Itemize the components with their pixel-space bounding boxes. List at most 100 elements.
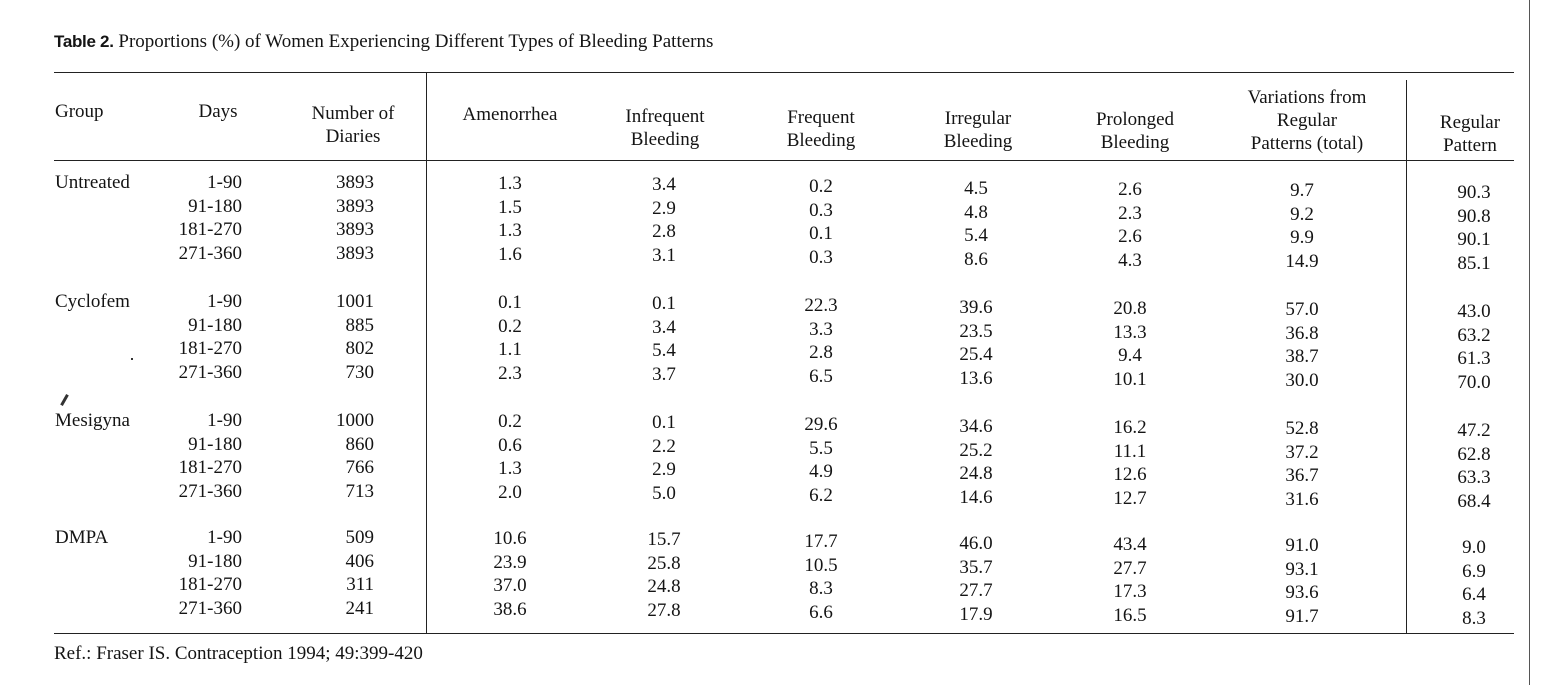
cell-frequent: 0.3 xyxy=(809,247,833,268)
cell-frequent: 22.3 xyxy=(804,295,838,316)
cell-regular: 90.8 xyxy=(1457,206,1491,227)
reference-note: Ref.: Fraser IS. Contraception 1994; 49:… xyxy=(54,643,423,664)
cell-infrequent: 3.1 xyxy=(652,245,676,266)
cell-frequent: 6.6 xyxy=(809,602,833,623)
cell-days: 271-360 xyxy=(178,362,242,383)
cell-diaries: 3893 xyxy=(336,172,374,193)
cell-variations: 57.0 xyxy=(1285,299,1319,320)
cell-prolonged: 4.3 xyxy=(1118,250,1142,271)
table-caption: Table 2. Proportions (%) of Women Experi… xyxy=(54,31,713,53)
cell-irregular: 8.6 xyxy=(964,249,988,270)
cell-frequent: 0.1 xyxy=(809,223,833,244)
cell-days: 1-90 xyxy=(207,172,242,193)
cell-diaries: 3893 xyxy=(336,196,374,217)
cell-regular: 63.3 xyxy=(1457,467,1491,488)
header-amenorrhea: Amenorrhea xyxy=(462,104,558,125)
cell-variations: 36.7 xyxy=(1285,465,1319,486)
cell-regular: 6.9 xyxy=(1462,561,1486,582)
cell-infrequent: 0.1 xyxy=(652,412,676,433)
cell-infrequent: 5.0 xyxy=(652,483,676,504)
cell-variations: 9.7 xyxy=(1290,180,1314,201)
cell-prolonged: 43.4 xyxy=(1113,534,1147,555)
cell-amenorrhea: 1.6 xyxy=(498,244,522,265)
cell-variations: 14.9 xyxy=(1285,251,1319,272)
cell-days: 91-180 xyxy=(188,315,242,336)
cell-prolonged: 20.8 xyxy=(1113,298,1147,319)
scan-dot xyxy=(131,358,133,360)
cell-prolonged: 9.4 xyxy=(1118,345,1142,366)
cell-prolonged: 12.6 xyxy=(1113,464,1147,485)
cell-regular: 63.2 xyxy=(1457,325,1491,346)
cell-irregular: 14.6 xyxy=(959,487,993,508)
cell-regular: 6.4 xyxy=(1462,584,1486,605)
cell-days: 1-90 xyxy=(207,291,242,312)
cell-regular: 47.2 xyxy=(1457,420,1491,441)
cell-amenorrhea: 0.2 xyxy=(498,316,522,337)
cell-diaries: 860 xyxy=(345,434,375,455)
cell-infrequent: 25.8 xyxy=(647,553,681,574)
header-prolonged: Prolonged Bleeding xyxy=(1095,109,1175,153)
cell-prolonged: 16.5 xyxy=(1113,605,1147,626)
cell-irregular: 27.7 xyxy=(959,580,993,601)
cell-days: 271-360 xyxy=(178,243,242,264)
cell-infrequent: 3.4 xyxy=(652,174,676,195)
cell-regular: 68.4 xyxy=(1457,491,1491,512)
cell-days: 271-360 xyxy=(178,481,242,502)
cell-irregular: 34.6 xyxy=(959,416,993,437)
cell-irregular: 25.2 xyxy=(959,440,993,461)
cell-variations: 91.0 xyxy=(1285,535,1319,556)
top-rule xyxy=(54,72,1514,73)
cell-regular: 9.0 xyxy=(1462,537,1486,558)
cell-variations: 31.6 xyxy=(1285,489,1319,510)
cell-prolonged: 13.3 xyxy=(1113,322,1147,343)
cell-regular: 62.8 xyxy=(1457,444,1491,465)
cell-infrequent: 24.8 xyxy=(647,576,681,597)
cell-irregular: 17.9 xyxy=(959,604,993,625)
cell-regular: 90.3 xyxy=(1457,182,1491,203)
bottom-rule xyxy=(54,633,1514,634)
cell-prolonged: 27.7 xyxy=(1113,558,1147,579)
cell-variations: 36.8 xyxy=(1285,323,1319,344)
column-divider-right xyxy=(1406,80,1407,633)
caption-label: Table 2. xyxy=(54,32,114,51)
cell-amenorrhea: 1.3 xyxy=(498,173,522,194)
header-regular: Regular Pattern xyxy=(1439,112,1501,156)
cell-irregular: 4.8 xyxy=(964,202,988,223)
cell-days: 271-360 xyxy=(178,598,242,619)
cell-days: 181-270 xyxy=(178,219,242,240)
cell-frequent: 0.2 xyxy=(809,176,833,197)
cell-irregular: 46.0 xyxy=(959,533,993,554)
cell-infrequent: 2.8 xyxy=(652,221,676,242)
cell-amenorrhea: 1.3 xyxy=(498,220,522,241)
cell-diaries: 311 xyxy=(346,574,374,595)
column-divider-left xyxy=(426,72,427,633)
caption-title: Proportions (%) of Women Experiencing Di… xyxy=(118,31,714,52)
cell-diaries: 509 xyxy=(345,527,375,548)
cell-frequent: 5.5 xyxy=(809,438,833,459)
header-variations: Variations from Regular Patterns (total) xyxy=(1247,87,1367,154)
cell-frequent: 6.2 xyxy=(809,485,833,506)
cell-irregular: 35.7 xyxy=(959,557,993,578)
cell-amenorrhea: 38.6 xyxy=(493,599,527,620)
cell-infrequent: 5.4 xyxy=(652,340,676,361)
cell-variations: 9.2 xyxy=(1290,204,1314,225)
cell-regular: 8.3 xyxy=(1462,608,1486,629)
header-diaries: Number of Diaries xyxy=(311,103,395,147)
cell-regular: 90.1 xyxy=(1457,229,1491,250)
cell-diaries: 730 xyxy=(345,362,375,383)
header-group: Group xyxy=(55,101,104,122)
cell-amenorrhea: 2.0 xyxy=(498,482,522,503)
cell-infrequent: 2.9 xyxy=(652,459,676,480)
cell-infrequent: 3.4 xyxy=(652,317,676,338)
cell-prolonged: 17.3 xyxy=(1113,581,1147,602)
cell-diaries: 241 xyxy=(345,598,375,619)
cell-variations: 30.0 xyxy=(1285,370,1319,391)
scan-mark xyxy=(60,394,69,406)
cell-amenorrhea: 1.3 xyxy=(498,458,522,479)
cell-frequent: 3.3 xyxy=(809,319,833,340)
cell-irregular: 13.6 xyxy=(959,368,993,389)
cell-days: 1-90 xyxy=(207,527,242,548)
cell-regular: 85.1 xyxy=(1457,253,1491,274)
cell-prolonged: 12.7 xyxy=(1113,488,1147,509)
